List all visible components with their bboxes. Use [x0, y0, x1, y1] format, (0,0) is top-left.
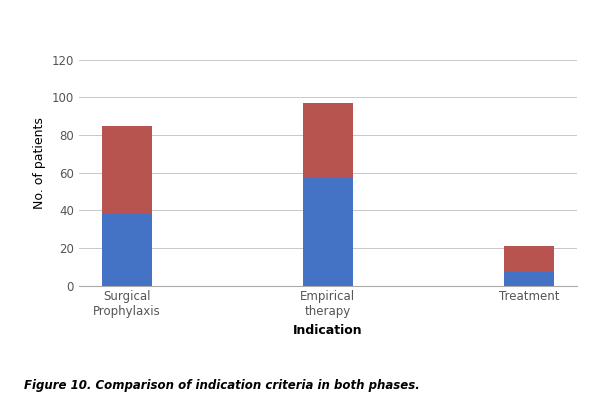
Bar: [303, 103, 353, 178]
Bar: [101, 214, 152, 286]
Bar: [101, 126, 152, 214]
Y-axis label: No. of patients: No. of patients: [33, 117, 46, 209]
Text: Figure 10. Comparison of indication criteria in both phases.: Figure 10. Comparison of indication crit…: [24, 379, 420, 392]
Bar: [303, 178, 353, 286]
Bar: [504, 246, 554, 273]
X-axis label: Indication: Indication: [293, 324, 362, 337]
Bar: [504, 273, 554, 286]
